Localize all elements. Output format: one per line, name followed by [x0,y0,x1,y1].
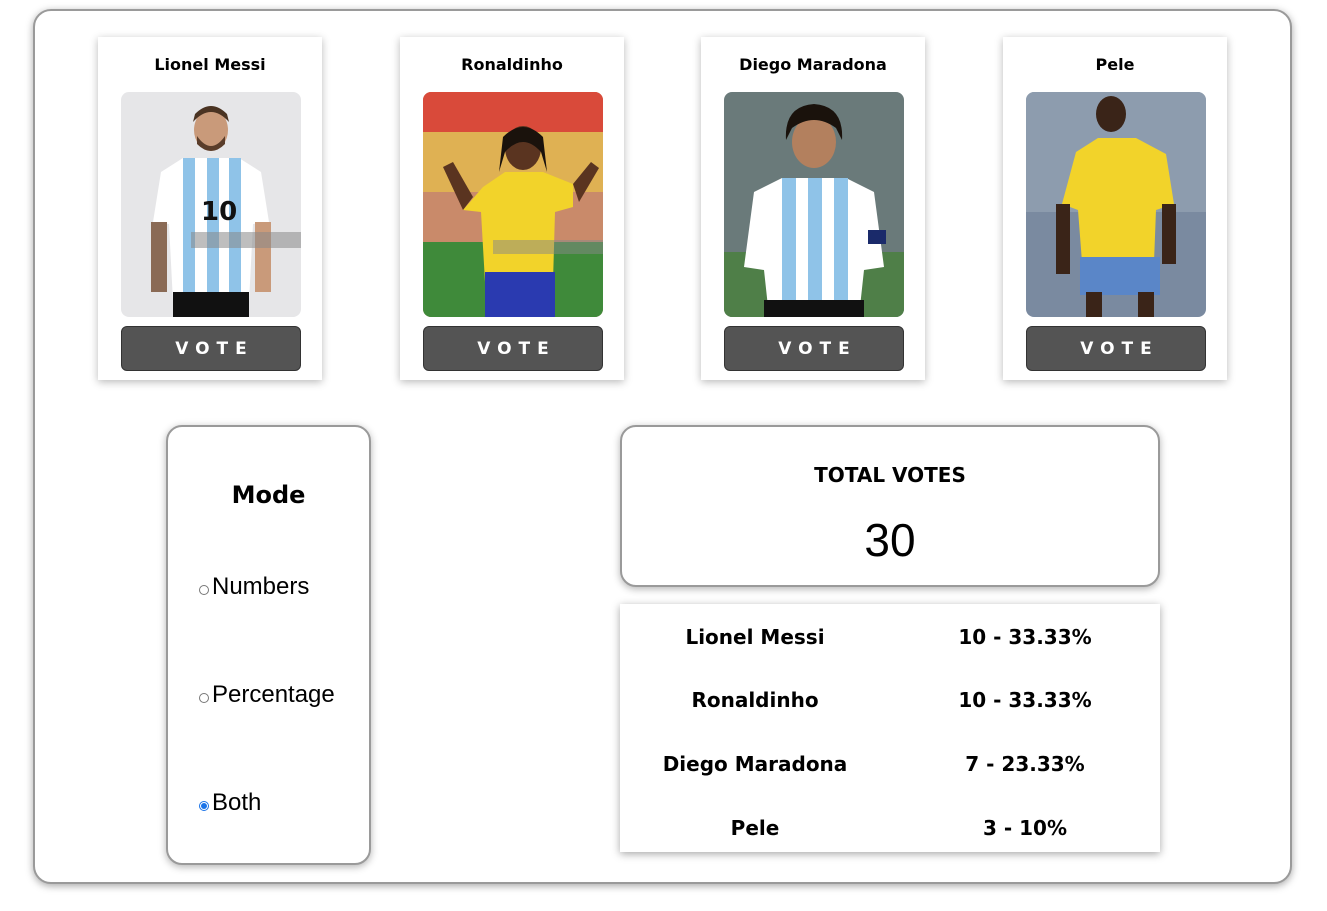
table-row: Pele 3 - 10% [620,816,1160,846]
candidate-name: Lionel Messi [154,55,266,74]
radio-button[interactable] [199,693,209,703]
result-value: 10 - 33.33% [958,688,1092,712]
radio-label: Percentage [212,681,335,708]
result-value: 7 - 23.33% [965,752,1085,776]
vote-button[interactable]: VOTE [423,326,603,371]
svg-text:10: 10 [201,197,237,227]
results-table: Lionel Messi 10 - 33.33% Ronaldinho 10 -… [620,604,1160,852]
result-name: Diego Maradona [662,752,848,776]
radio-label: Numbers [212,573,310,600]
total-votes-title: TOTAL VOTES [814,463,966,487]
messi-photo: 10 [121,92,301,317]
vote-button[interactable]: VOTE [121,326,301,371]
result-value: 10 - 33.33% [958,625,1092,649]
mode-option-numbers[interactable]: Numbers [199,573,309,601]
result-value: 3 - 10% [982,816,1067,840]
total-votes-panel: TOTAL VOTES 30 [620,425,1160,587]
ronaldinho-photo [423,92,603,317]
candidate-name: Diego Maradona [739,55,887,74]
candidate-card-ronaldinho: Ronaldinho VOTE [400,37,624,380]
result-name: Lionel Messi [685,625,825,649]
result-name: Ronaldinho [691,688,819,712]
table-row: Ronaldinho 10 - 33.33% [620,688,1160,718]
candidate-name: Ronaldinho [461,55,563,74]
table-row: Lionel Messi 10 - 33.33% [620,625,1160,655]
mode-title: Mode [231,481,306,509]
candidate-name: Pele [1095,55,1135,74]
radio-label: Both [212,789,262,816]
vote-button[interactable]: VOTE [724,326,904,371]
candidate-card-maradona: Diego Maradona VOTE [701,37,925,380]
mode-panel: Mode Numbers Percentage Both [166,425,371,865]
vote-button[interactable]: VOTE [1026,326,1206,371]
candidate-card-messi: Lionel Messi 10 VOTE [98,37,322,380]
radio-button[interactable] [199,585,209,595]
mode-option-percentage[interactable]: Percentage [199,681,335,709]
table-row: Diego Maradona 7 - 23.33% [620,752,1160,782]
candidate-card-pele: Pele VOTE [1003,37,1227,380]
total-votes-value: 30 [864,514,916,566]
radio-button-selected[interactable] [199,801,209,811]
result-name: Pele [730,816,780,840]
pele-photo [1026,92,1206,317]
maradona-photo [724,92,904,317]
mode-option-both[interactable]: Both [199,789,261,817]
